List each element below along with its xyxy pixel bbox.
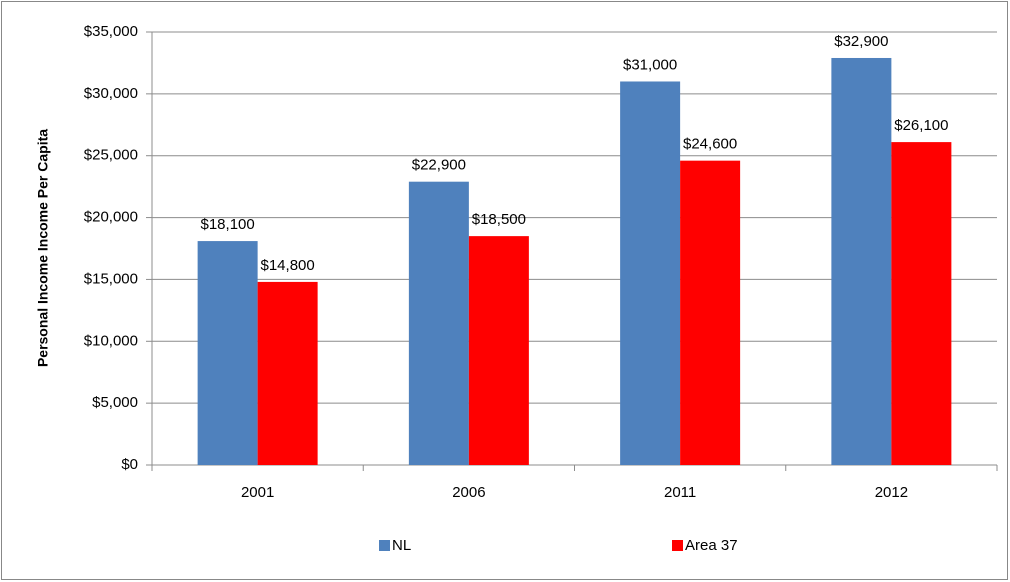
data-label: $32,900 [834,33,888,50]
data-label: $31,000 [623,56,677,73]
x-tick-label: 2006 [452,484,485,501]
data-label: $18,100 [201,216,255,233]
bar [680,160,741,466]
bar [257,281,318,465]
bar [891,142,952,465]
x-tick-label: 2011 [664,484,696,501]
bar [620,81,681,465]
legend-label: NL [392,537,411,554]
bar [468,236,529,465]
y-tick-label: $25,000 [84,147,138,164]
bar [408,181,469,466]
x-tick-label: 2012 [875,484,908,501]
y-tick-label: $20,000 [84,209,138,226]
y-axis-label: Personal Income Income Per Capita [35,129,51,367]
data-label: $24,600 [683,136,737,153]
data-label: $18,500 [472,211,526,228]
bar [831,57,892,465]
data-label: $26,100 [894,117,948,134]
y-tick-label: $30,000 [84,85,138,102]
legend-swatch [379,540,390,551]
y-tick-label: $5,000 [92,394,138,411]
legend-label: Area 37 [685,537,738,554]
data-label: $22,900 [412,157,466,174]
y-tick-label: $35,000 [84,23,138,40]
x-tick-label: 2001 [241,484,274,501]
y-tick-label: $10,000 [84,332,138,349]
legend-swatch [672,540,683,551]
y-tick-label: $0 [121,456,138,473]
bar [197,241,258,465]
y-tick-label: $15,000 [84,270,138,287]
data-label: $14,800 [261,257,315,274]
